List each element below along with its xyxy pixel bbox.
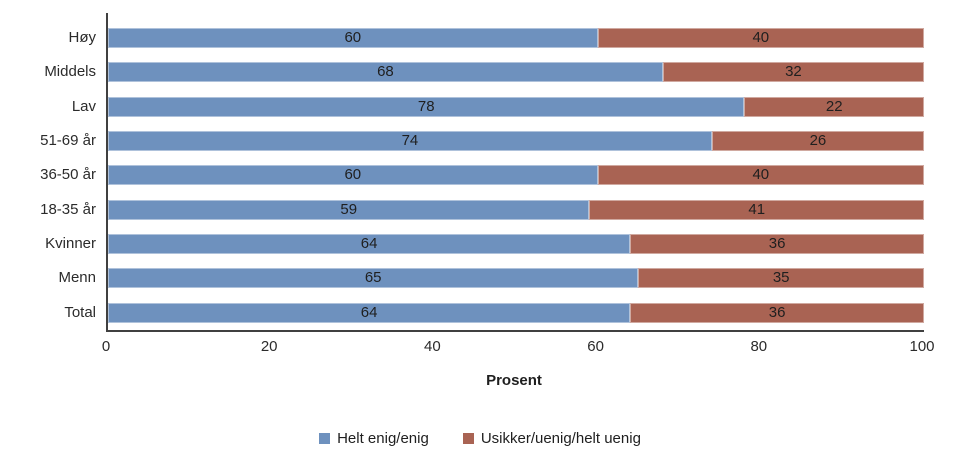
legend-swatch-helt-enig xyxy=(319,433,331,444)
bar-segment: 60 xyxy=(108,28,598,49)
bar-row: Kvinner 64 36 xyxy=(45,234,924,255)
legend-label: Helt enig/enig xyxy=(337,430,429,447)
bar-segment: 59 xyxy=(108,199,590,220)
bar-segment: 74 xyxy=(108,131,712,152)
x-axis-tick-label: 0 xyxy=(101,338,111,355)
bar-segment: 26 xyxy=(711,131,924,152)
bar-value-label: 64 xyxy=(360,235,378,253)
bar-segment: 64 xyxy=(108,234,631,255)
bar-segment: 22 xyxy=(744,96,924,117)
bar-segment: 35 xyxy=(638,268,924,289)
bar-segment: 78 xyxy=(108,96,745,117)
bar-rows-container: Høy 60 40 Middels 68 32 Lav 78 22 51-69 år 74 26 36-… xyxy=(40,21,924,330)
legend-item-usikker-uenig: Usikker/uenig/helt uenig xyxy=(462,430,641,447)
x-axis-tick-label: 60 xyxy=(587,338,604,355)
bar-value-label: 78 xyxy=(417,97,435,115)
bar-row: 51-69 år 74 26 xyxy=(40,131,924,152)
category-label: Middels xyxy=(44,63,96,81)
category-label: Lav xyxy=(71,97,96,115)
bar-segment: 68 xyxy=(108,62,663,83)
bar-value-label: 74 xyxy=(401,132,419,150)
category-label: 18-35 år xyxy=(40,200,96,218)
bar-value-label: 36 xyxy=(768,303,786,321)
bar-row: 36-50 år 60 40 xyxy=(40,165,924,186)
bar-row: Middels 68 32 xyxy=(44,62,924,83)
legend-item-helt-enig: Helt enig/enig xyxy=(319,430,429,447)
bar-value-label: 65 xyxy=(364,269,382,287)
bar-value-label: 60 xyxy=(344,29,362,47)
bar-value-label: 64 xyxy=(360,303,378,321)
bar-value-label: 60 xyxy=(344,166,362,184)
bar-row: Høy 60 40 xyxy=(69,28,924,49)
x-axis-tick-label: 20 xyxy=(260,338,278,355)
bar-row: Total 64 36 xyxy=(64,302,924,323)
category-label: 51-69 år xyxy=(40,132,96,150)
bar-row: Lav 78 22 xyxy=(72,96,924,117)
legend-swatch-usikker-uenig xyxy=(462,433,474,444)
bar-segment: 36 xyxy=(630,302,924,323)
bar-segment: 60 xyxy=(108,165,598,186)
category-label: Høy xyxy=(68,29,97,47)
bar-segment: 64 xyxy=(108,302,631,323)
bar-segment: 41 xyxy=(589,199,924,220)
legend-label: Usikker/uenig/helt uenig xyxy=(480,430,641,447)
category-label: 36-50 år xyxy=(40,166,96,184)
x-axis-tick-label: 100 xyxy=(909,338,935,355)
bar-value-label: 40 xyxy=(752,29,770,47)
category-label: Total xyxy=(64,303,96,321)
bar-value-label: 36 xyxy=(768,235,786,253)
category-label: Kvinner xyxy=(45,235,96,253)
bar-segment: 40 xyxy=(597,28,924,49)
bar-segment: 65 xyxy=(108,268,639,289)
x-axis-tick-label: 80 xyxy=(750,338,768,355)
plot-area: Høy 60 40 Middels 68 32 Lav 78 22 51-69 år 74 26 36-… xyxy=(40,13,924,332)
x-axis-tick-label: 40 xyxy=(424,338,441,355)
bar-row: 18-35 år 59 41 xyxy=(40,199,924,220)
x-axis-title: Prosent xyxy=(486,372,542,389)
bar-value-label: 35 xyxy=(772,269,790,287)
x-axis-ticks: 0 20 40 60 80 100 xyxy=(102,337,935,357)
chart-legend: Helt enig/enig Usikker/uenig/helt uenig xyxy=(0,430,960,447)
bar-segment: 36 xyxy=(630,234,924,255)
bar-value-label: 68 xyxy=(377,63,394,81)
bar-row: Menn 65 35 xyxy=(58,268,924,289)
bar-segment: 40 xyxy=(597,165,924,186)
bar-value-label: 26 xyxy=(809,132,827,150)
bar-value-label: 22 xyxy=(825,97,843,115)
category-label: Menn xyxy=(58,269,96,287)
bar-value-label: 59 xyxy=(340,200,358,218)
bar-value-label: 41 xyxy=(748,200,766,218)
bar-segment: 32 xyxy=(662,62,924,83)
bar-value-label: 40 xyxy=(752,166,770,184)
bar-value-label: 32 xyxy=(785,63,802,81)
